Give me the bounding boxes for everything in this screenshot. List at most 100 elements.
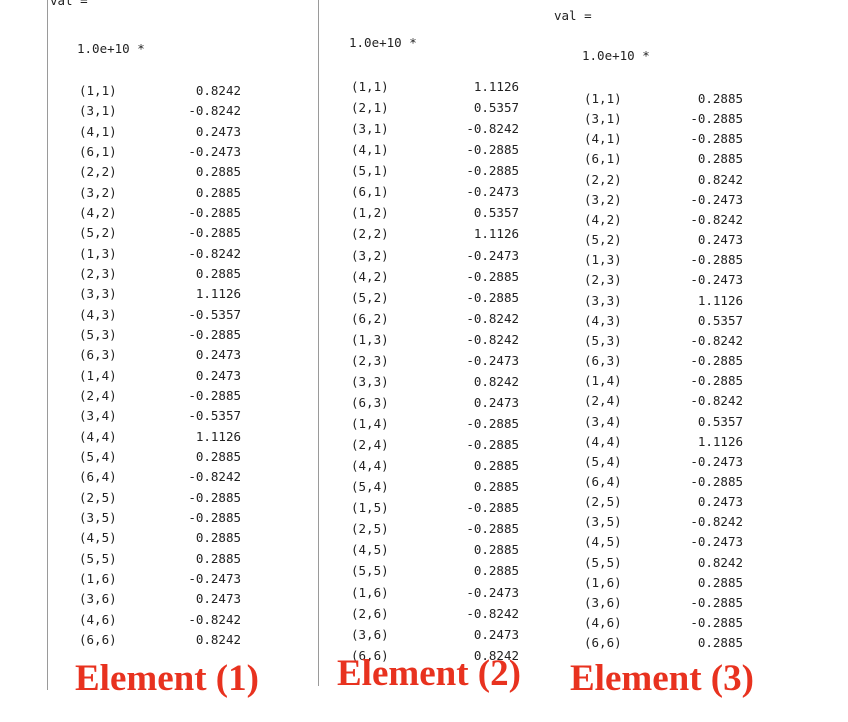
entry-value: 0.2885 xyxy=(195,530,241,546)
matrix-entry-row: (1,3) -0.2885 xyxy=(584,250,743,270)
entry-index: (5,2) xyxy=(79,225,117,241)
entry-value: 0.2885 xyxy=(195,265,241,281)
entry-index: (5,3) xyxy=(79,326,117,342)
entry-index: (4,1) xyxy=(79,123,117,139)
entry-value: -0.2885 xyxy=(466,268,519,284)
entry-index: (3,3) xyxy=(351,373,389,389)
entry-index: (2,6) xyxy=(351,605,389,621)
matrix-entry-row: (6,2) -0.8242 xyxy=(351,308,519,329)
entry-index: (1,5) xyxy=(351,500,389,516)
entry-value: 1.1126 xyxy=(473,226,519,242)
entry-index: (1,6) xyxy=(351,584,389,600)
entry-value: -0.2885 xyxy=(466,163,519,179)
matrix-entry-row: (3,3) 1.1126 xyxy=(79,284,241,304)
entry-index: (1,1) xyxy=(584,91,622,106)
entry-index: (3,3) xyxy=(79,286,117,302)
sparse-matrix-list: (1,1) 0.8242 (3,1) -0.8242 (4,1) 0.2473 (6,1) -… xyxy=(79,81,241,650)
entry-value: -0.8242 xyxy=(188,469,241,485)
sparse-matrix-list: (1,1) 1.1126 (2,1) 0.5357 (3,1) -0.8242 (4,1) -… xyxy=(351,76,519,666)
output-panel-element-3: val = 1.0e+10 * (1,1) 0.2885 (3,1) -0.2885(… xyxy=(550,0,810,660)
entry-value: -0.2885 xyxy=(466,500,519,516)
entry-index: (4,4) xyxy=(79,428,117,444)
entry-index: (4,4) xyxy=(351,458,389,474)
matrix-entry-row: (2,5) -0.2885 xyxy=(79,488,241,508)
entry-value: -0.8242 xyxy=(690,393,743,409)
element-2-caption: Element (2) xyxy=(337,653,521,694)
scale-factor: 1.0e+10 * xyxy=(349,35,417,50)
entry-value: -0.8242 xyxy=(466,310,519,326)
matrix-entry-row: (1,4) -0.2885 xyxy=(351,413,519,434)
entry-index: (4,1) xyxy=(584,131,622,147)
entry-value: 1.1126 xyxy=(473,79,519,94)
entry-index: (3,5) xyxy=(584,514,622,530)
entry-index: (2,4) xyxy=(351,437,389,453)
entry-index: (3,1) xyxy=(584,111,622,127)
entry-index: (2,3) xyxy=(79,265,117,281)
matrix-entry-row: (2,3) 0.2885 xyxy=(79,264,241,284)
matrix-entry-row: (1,6) 0.2885 xyxy=(584,573,743,593)
scale-factor: 1.0e+10 * xyxy=(77,41,145,56)
matrix-entry-row: (4,4) 0.2885 xyxy=(351,455,519,476)
entry-value: 0.2885 xyxy=(473,479,519,495)
matrix-entry-row: (5,5) 0.2885 xyxy=(79,549,241,569)
matrix-entry-row: (4,4) 1.1126 xyxy=(584,432,743,452)
matrix-entry-row: (3,5) -0.8242 xyxy=(584,512,743,532)
entry-index: (2,1) xyxy=(351,100,389,116)
matrix-entry-row: (3,6) 0.2473 xyxy=(79,589,241,609)
matrix-entry-row: (1,4) 0.2473 xyxy=(79,366,241,386)
matrix-entry-row: (2,2) 0.8242 xyxy=(584,170,743,190)
entry-value: -0.8242 xyxy=(188,103,241,119)
entry-value: 0.2885 xyxy=(473,563,519,579)
matrix-entry-row: (5,5) 0.8242 xyxy=(584,553,743,573)
entry-value: 0.2885 xyxy=(473,458,519,474)
matrix-entry-row: (1,1) 1.1126 xyxy=(351,76,519,97)
scale-factor: 1.0e+10 * xyxy=(582,48,650,63)
entry-value: -0.2473 xyxy=(690,191,743,207)
entry-index: (2,5) xyxy=(351,521,389,537)
matrix-entry-row: (6,3) 0.2473 xyxy=(351,392,519,413)
matrix-entry-row: (3,6) 0.2473 xyxy=(351,624,519,645)
entry-index: (1,4) xyxy=(351,416,389,431)
entry-value: -0.2885 xyxy=(188,509,241,525)
entry-index: (4,3) xyxy=(79,306,117,322)
matrix-entry-row: (6,6) 0.8242 xyxy=(79,630,241,650)
matrix-entry-row: (2,3) -0.2473 xyxy=(584,270,743,290)
entry-value: -0.2885 xyxy=(466,142,519,158)
entry-index: (5,5) xyxy=(351,563,389,579)
entry-index: (2,5) xyxy=(584,494,622,510)
entry-value: -0.2885 xyxy=(188,387,241,403)
entry-value: 0.5357 xyxy=(697,312,743,328)
matrix-entry-row: (4,1) -0.2885 xyxy=(351,139,519,160)
entry-index: (1,3) xyxy=(351,331,389,347)
entry-index: (5,4) xyxy=(79,448,117,464)
matrix-entry-row: (2,4) -0.2885 xyxy=(351,434,519,455)
entry-index: (6,3) xyxy=(584,353,622,369)
entry-index: (3,1) xyxy=(351,121,389,137)
entry-value: 0.2885 xyxy=(697,635,743,651)
entry-value: -0.2885 xyxy=(690,473,743,489)
entry-value: 1.1126 xyxy=(697,292,743,308)
entry-index: (6,6) xyxy=(351,647,389,663)
matrix-entry-row: (5,5) 0.2885 xyxy=(351,560,519,581)
entry-value: 0.2885 xyxy=(195,448,241,464)
matrix-entry-row: (6,6) 0.8242 xyxy=(351,645,519,666)
matrix-entry-row: (2,3) -0.2473 xyxy=(351,350,519,371)
entry-value: -0.8242 xyxy=(188,245,241,261)
matrix-entry-row: (4,5) 0.2885 xyxy=(351,539,519,560)
entry-value: -0.8242 xyxy=(466,121,519,137)
entry-value: 0.2473 xyxy=(195,591,241,607)
entry-index: (3,1) xyxy=(79,103,117,119)
matrix-entry-row: (1,6) -0.2473 xyxy=(79,569,241,589)
output-panel-element-2: val = 1.0e+10 * (1,1) 1.1126 (2,1) 0.5357 (3… xyxy=(318,0,551,686)
entry-index: (6,2) xyxy=(351,310,389,326)
entry-value: -0.2473 xyxy=(188,143,241,159)
matrix-entry-row: (4,6) -0.8242 xyxy=(79,610,241,630)
entry-value: 0.2885 xyxy=(195,184,241,200)
entry-value: -0.2473 xyxy=(690,534,743,550)
matrix-entry-row: (1,3) -0.8242 xyxy=(351,329,519,350)
entry-index: (4,5) xyxy=(79,530,117,546)
entry-index: (4,5) xyxy=(584,534,622,550)
entry-value: -0.2885 xyxy=(690,594,743,610)
entry-index: (5,1) xyxy=(351,163,389,179)
entry-value: 0.8242 xyxy=(473,647,519,663)
